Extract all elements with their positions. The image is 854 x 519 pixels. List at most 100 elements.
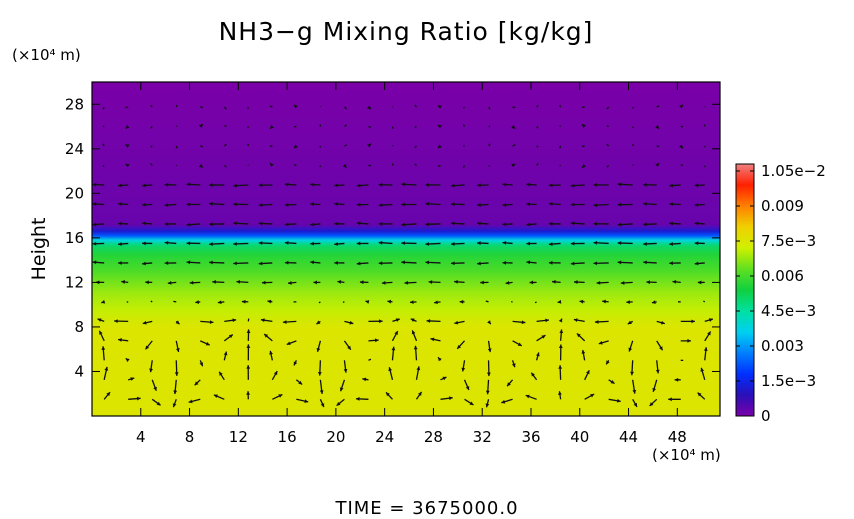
wind-vector-head xyxy=(388,367,393,372)
wind-vector-head xyxy=(175,320,180,325)
wind-vector-head xyxy=(679,144,683,149)
wind-vector-head xyxy=(125,358,130,363)
wind-vector-head xyxy=(347,345,351,350)
wind-vector-head xyxy=(228,334,233,339)
wind-vector-head xyxy=(359,280,364,285)
wind-vector-head xyxy=(586,370,590,375)
wind-vector-head xyxy=(356,241,361,246)
wind-vector xyxy=(150,300,153,303)
wind-vector-head xyxy=(391,346,396,351)
wind-vector-head xyxy=(558,318,563,323)
wind-vector-head xyxy=(118,202,122,206)
wind-vector-head xyxy=(669,242,673,246)
wind-vector-head xyxy=(233,241,237,246)
wind-vector-head xyxy=(694,202,699,207)
wind-vector-head xyxy=(209,260,213,265)
x-tick-label: 20 xyxy=(326,428,345,446)
x-tick-label: 16 xyxy=(278,428,297,446)
wind-vector xyxy=(414,125,417,129)
y-tick-label: 4 xyxy=(74,362,84,380)
wind-vector-head xyxy=(616,398,621,403)
x-axis-unit: (×10⁴ m) xyxy=(652,446,721,464)
wind-vector-head xyxy=(261,280,266,285)
wind-vector-head xyxy=(418,391,422,396)
wind-vector-head xyxy=(660,320,665,325)
wind-vector-head xyxy=(316,347,321,352)
wind-vector-head xyxy=(526,202,531,207)
wind-vector-head xyxy=(687,338,691,343)
wind-vector-head xyxy=(659,346,663,351)
wind-vector-head xyxy=(451,221,455,226)
wind-vector-head xyxy=(92,241,97,246)
wind-vector xyxy=(224,124,227,128)
wind-vector-head xyxy=(97,318,102,322)
wind-vector-head xyxy=(209,320,214,325)
wind-vector-head xyxy=(511,124,516,129)
wind-vector-head xyxy=(343,369,348,373)
wind-vector-head xyxy=(298,380,303,385)
wind-vector-head xyxy=(617,260,622,265)
wind-vector-head xyxy=(334,242,338,246)
wind-vector-head xyxy=(317,372,322,376)
wind-vector xyxy=(559,145,562,149)
wind-vector-head xyxy=(167,280,172,285)
wind-vector-head xyxy=(617,202,622,207)
wind-vector-head xyxy=(669,183,673,188)
wind-vector xyxy=(368,125,372,128)
wind-vector-head xyxy=(465,386,470,391)
wind-vector-head xyxy=(381,280,386,285)
wind-vector-head xyxy=(282,320,287,324)
wind-vector-head xyxy=(233,183,237,188)
wind-vector-head xyxy=(694,241,699,246)
wind-vector-head xyxy=(590,394,595,398)
wind-vector xyxy=(656,105,660,108)
wind-vector xyxy=(125,106,129,109)
wind-vector xyxy=(150,104,153,108)
wind-vector-head xyxy=(502,222,507,227)
wind-vector xyxy=(344,106,347,110)
wind-vector-head xyxy=(655,369,660,374)
wind-vector xyxy=(150,145,153,148)
wind-vector-head xyxy=(416,366,421,371)
wind-vector-head xyxy=(627,320,632,325)
wind-vector-head xyxy=(559,329,564,334)
wind-vector-head xyxy=(437,144,442,148)
wind-vector-head xyxy=(284,182,289,187)
wind-vector-head xyxy=(487,320,491,325)
wind-vector xyxy=(606,125,609,128)
wind-vector-head xyxy=(610,380,615,384)
wind-vector-head xyxy=(334,202,338,206)
wind-vector xyxy=(102,143,105,147)
wind-vector xyxy=(485,300,489,303)
wind-vector-head xyxy=(92,182,97,187)
wind-vector-head xyxy=(674,377,679,382)
x-tick-label: 24 xyxy=(375,428,394,446)
wind-vector-head xyxy=(213,394,218,398)
chart-title: NH3−g Mixing Ratio [kg/kg] xyxy=(219,17,594,46)
wind-vector-head xyxy=(236,279,241,284)
y-tick-label: 16 xyxy=(65,229,84,247)
wind-vector-head xyxy=(365,300,370,304)
wind-vector xyxy=(606,143,610,147)
y-axis: 4 8 12 16 20 24 28 xyxy=(65,95,720,380)
wind-vector-head xyxy=(633,402,637,407)
time-annotation: TIME = 3675000.0 xyxy=(334,498,518,519)
y-tick-label: 28 xyxy=(65,95,84,113)
wind-vector-head xyxy=(118,338,122,342)
wind-vector-head xyxy=(125,124,130,129)
wind-vector-head xyxy=(284,222,289,227)
wind-vector xyxy=(414,145,417,149)
wind-vector-head xyxy=(269,124,274,129)
wind-vector-head xyxy=(461,367,466,372)
wind-vector-head xyxy=(643,260,647,265)
wind-vector-head xyxy=(118,261,122,265)
wind-vector-head xyxy=(223,351,228,356)
wind-vector-head xyxy=(411,330,416,335)
wind-vector-head xyxy=(334,221,338,226)
wind-vector-head xyxy=(451,202,455,207)
x-tick-label: 8 xyxy=(185,428,195,446)
wind-vector-head xyxy=(477,203,481,207)
wind-vector-head xyxy=(643,182,647,187)
x-tick-label: 4 xyxy=(136,428,146,446)
wind-vector-head xyxy=(502,202,507,207)
